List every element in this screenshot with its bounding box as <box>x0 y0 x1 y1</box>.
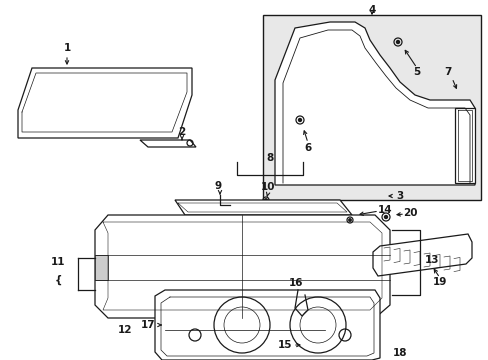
Circle shape <box>298 118 301 122</box>
Text: 2: 2 <box>178 127 185 137</box>
Text: 1: 1 <box>63 43 70 53</box>
Circle shape <box>308 343 311 346</box>
Bar <box>263 15 480 200</box>
Circle shape <box>328 327 331 329</box>
Polygon shape <box>175 200 351 215</box>
Text: 9: 9 <box>214 181 221 191</box>
Text: 5: 5 <box>412 67 420 77</box>
Text: 10: 10 <box>260 182 275 192</box>
Polygon shape <box>95 215 389 318</box>
Circle shape <box>372 346 375 350</box>
Circle shape <box>376 194 379 198</box>
Text: 3: 3 <box>396 191 403 201</box>
Text: 4: 4 <box>367 5 375 15</box>
Text: 15: 15 <box>277 340 292 350</box>
Text: 7: 7 <box>444 67 451 77</box>
Circle shape <box>348 219 350 221</box>
Polygon shape <box>18 68 192 138</box>
Circle shape <box>396 41 399 44</box>
Polygon shape <box>372 234 471 276</box>
Text: 8: 8 <box>266 153 273 163</box>
Polygon shape <box>274 22 474 185</box>
Text: {: { <box>54 275 61 285</box>
Text: 16: 16 <box>288 278 303 288</box>
Circle shape <box>264 199 266 201</box>
Text: 13: 13 <box>424 255 438 265</box>
Text: 11: 11 <box>51 257 65 267</box>
Polygon shape <box>155 290 379 360</box>
Text: 17: 17 <box>141 320 155 330</box>
Polygon shape <box>454 108 474 183</box>
Text: 14: 14 <box>377 205 391 215</box>
Text: 12: 12 <box>118 325 132 335</box>
Polygon shape <box>140 140 196 147</box>
Text: 18: 18 <box>392 348 407 358</box>
Text: 19: 19 <box>432 277 446 287</box>
Text: 20: 20 <box>402 208 416 218</box>
Polygon shape <box>95 255 108 280</box>
Circle shape <box>384 216 386 219</box>
Text: 6: 6 <box>304 143 311 153</box>
